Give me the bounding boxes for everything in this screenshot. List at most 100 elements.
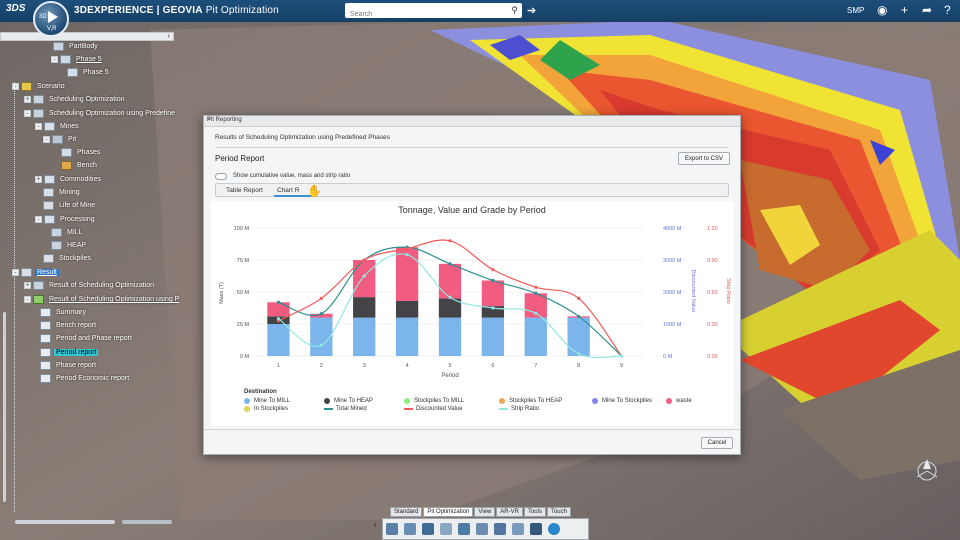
optimization-icon bbox=[33, 95, 44, 104]
tree-node-bench[interactable]: Bench bbox=[61, 160, 99, 171]
search-input[interactable] bbox=[345, 8, 500, 21]
help-icon[interactable]: ? bbox=[944, 3, 951, 17]
globe-icon[interactable] bbox=[548, 523, 560, 535]
schedule-icon[interactable] bbox=[440, 523, 452, 535]
close-icon[interactable]: × bbox=[207, 117, 211, 123]
forward-icon[interactable]: ➦ bbox=[922, 3, 933, 17]
tree-node-period-economic-report[interactable]: Period Economic report bbox=[40, 373, 131, 384]
tree-node-processing[interactable]: - Processing bbox=[35, 214, 97, 225]
tree-node-stockpiles[interactable]: Stockpiles bbox=[43, 253, 93, 264]
legend-label: Mine To HEAP bbox=[334, 398, 373, 404]
optimize-icon[interactable] bbox=[422, 523, 434, 535]
phase-tool-icon[interactable] bbox=[494, 523, 506, 535]
legend-item-discounted-value[interactable]: Discounted Value bbox=[404, 406, 463, 412]
tree-node-scheduling-optimization[interactable]: + Scheduling Optimization bbox=[24, 95, 125, 104]
legend-item-stockpiles-to-mill[interactable]: Stockpiles To MILL bbox=[404, 398, 464, 404]
tree-node-phases[interactable]: Phases bbox=[61, 147, 102, 158]
specification-tree: ‹ PartBody - Phase 5 Phase 5 - Scenario + S… bbox=[0, 22, 181, 524]
tree-node-period-phase-report[interactable]: Period and Phase report bbox=[40, 333, 134, 344]
search-icon[interactable]: ⚲ bbox=[511, 5, 518, 15]
tree-node-phase-report[interactable]: Phase report bbox=[40, 360, 98, 371]
view-compass-icon[interactable] bbox=[913, 455, 941, 483]
search-box[interactable]: ⚲ bbox=[345, 3, 522, 21]
legend-item-strip-ratio[interactable]: Strip Ratio bbox=[499, 406, 539, 412]
legend-item-mine-to-mill[interactable]: Mine To MILL bbox=[244, 398, 290, 404]
collapse-icon[interactable]: - bbox=[12, 83, 19, 90]
tree-node-result[interactable]: - Result bbox=[12, 267, 59, 278]
add-icon[interactable]: + bbox=[901, 3, 909, 17]
collapse-icon[interactable]: - bbox=[43, 136, 50, 143]
collapse-icon[interactable]: - bbox=[24, 110, 31, 117]
export-csv-button[interactable]: Export to CSV bbox=[678, 152, 730, 165]
action-tab-pit-optimization[interactable]: Pit Optimization bbox=[423, 507, 474, 517]
tree-node-life-of-mine[interactable]: Life of Mine bbox=[43, 200, 97, 211]
expand-icon[interactable]: + bbox=[35, 176, 42, 183]
tree-node-bench-report[interactable]: Bench report bbox=[40, 320, 98, 331]
legend-item-total-mined[interactable]: Total Mined bbox=[324, 406, 367, 412]
tree-node-partbody[interactable]: PartBody bbox=[53, 41, 100, 52]
legend-item-mine-to-stockpiles[interactable]: Mine To Stockpiles bbox=[592, 398, 652, 404]
pit-shell-icon[interactable] bbox=[386, 523, 398, 535]
legend-item-in-stockpiles[interactable]: In Stockpiles bbox=[244, 406, 288, 412]
truck-icon[interactable] bbox=[458, 523, 470, 535]
tree-node-heap[interactable]: HEAP bbox=[51, 240, 88, 251]
table-icon[interactable] bbox=[404, 523, 416, 535]
tree-node-pit[interactable]: - Pit bbox=[43, 134, 78, 145]
point-discounted-value bbox=[448, 239, 452, 243]
tab-table-report[interactable]: Table Report bbox=[226, 187, 263, 194]
geometry-icon bbox=[67, 68, 78, 77]
tag-icon[interactable]: ➔ bbox=[527, 5, 537, 17]
expand-icon[interactable]: + bbox=[24, 282, 31, 289]
tree-node-phase5-geometry[interactable]: Phase 5 bbox=[67, 67, 111, 78]
legend-label: Mine To Stockpiles bbox=[602, 398, 652, 404]
tree-node-scenario[interactable]: - Scenario bbox=[12, 81, 67, 92]
tree-vertical-scrollbar[interactable] bbox=[3, 312, 6, 502]
tree-horizontal-scrollbar[interactable] bbox=[15, 520, 115, 524]
tree-node-phase5[interactable]: - Phase 5 bbox=[51, 54, 104, 65]
tree-node-period-report[interactable]: Period report bbox=[40, 347, 99, 358]
compass-button[interactable]: 3D V,R bbox=[33, 1, 69, 37]
stockpile-tool-icon[interactable] bbox=[476, 523, 488, 535]
dialog-title-bar[interactable]: Pit Reporting × bbox=[204, 116, 740, 127]
report-tool-icon[interactable] bbox=[512, 523, 524, 535]
process-icon bbox=[51, 241, 62, 250]
collapse-icon[interactable]: - bbox=[24, 296, 31, 303]
collapse-icon[interactable]: - bbox=[35, 123, 42, 130]
collapse-icon[interactable]: - bbox=[35, 216, 42, 223]
chevron-left-icon[interactable]: ‹ bbox=[374, 520, 377, 529]
tree-node-mining[interactable]: Mining bbox=[43, 187, 82, 198]
tree-node-commodities[interactable]: + Commodities bbox=[35, 175, 101, 184]
tree-horizontal-scrollbar-track[interactable] bbox=[122, 520, 172, 524]
collapse-icon[interactable]: - bbox=[51, 56, 58, 63]
legend-item-mine-to-heap[interactable]: Mine To HEAP bbox=[324, 398, 373, 404]
collapse-icon[interactable]: - bbox=[12, 269, 19, 276]
x-tick-label: 8 bbox=[577, 363, 580, 369]
share-icon[interactable]: ◉ bbox=[877, 3, 888, 17]
user-menu[interactable]: SMP bbox=[847, 6, 865, 15]
tree-node-result-scheduling[interactable]: + Result of Scheduling Optimization bbox=[24, 281, 155, 290]
legend-item-stockpiles-to-heap[interactable]: Stockpiles To HEAP bbox=[499, 398, 562, 404]
tree-node-summary[interactable]: Summary bbox=[40, 307, 88, 318]
y-tick-left: 25 M bbox=[237, 322, 250, 328]
tree-node-result-predefined[interactable]: - Result of Scheduling Optimization using… bbox=[24, 294, 181, 305]
chart-tool-icon[interactable] bbox=[530, 523, 542, 535]
tree-node-scheduling-predefined[interactable]: - Scheduling Optimization using Predefine bbox=[24, 108, 177, 119]
legend-item-waste[interactable]: waste bbox=[666, 398, 692, 404]
action-tab-view[interactable]: View bbox=[474, 507, 496, 517]
point-strip-ratio bbox=[319, 343, 323, 347]
tree-node-mines[interactable]: - Mines bbox=[35, 121, 81, 132]
tree-collapse-bar[interactable]: ‹ bbox=[0, 31, 174, 41]
tree-node-mill[interactable]: MILL bbox=[51, 227, 85, 238]
action-tab-tools[interactable]: Tools bbox=[523, 507, 546, 517]
tab-chart-report[interactable]: Chart R bbox=[277, 187, 300, 194]
bar-waste bbox=[353, 260, 376, 298]
cancel-button[interactable]: Cancel bbox=[701, 437, 733, 449]
expand-icon[interactable]: + bbox=[24, 96, 31, 103]
cumulative-toggle[interactable] bbox=[215, 173, 227, 180]
action-tab-ar-vr[interactable]: AR-VR bbox=[496, 507, 523, 517]
action-tab-touch[interactable]: Touch bbox=[546, 507, 571, 517]
compass-3d-label: 3D bbox=[39, 14, 47, 20]
action-tab-standard[interactable]: Standard bbox=[390, 507, 423, 517]
report-icon bbox=[40, 361, 51, 370]
chevron-left-icon[interactable]: ‹ bbox=[167, 31, 170, 40]
